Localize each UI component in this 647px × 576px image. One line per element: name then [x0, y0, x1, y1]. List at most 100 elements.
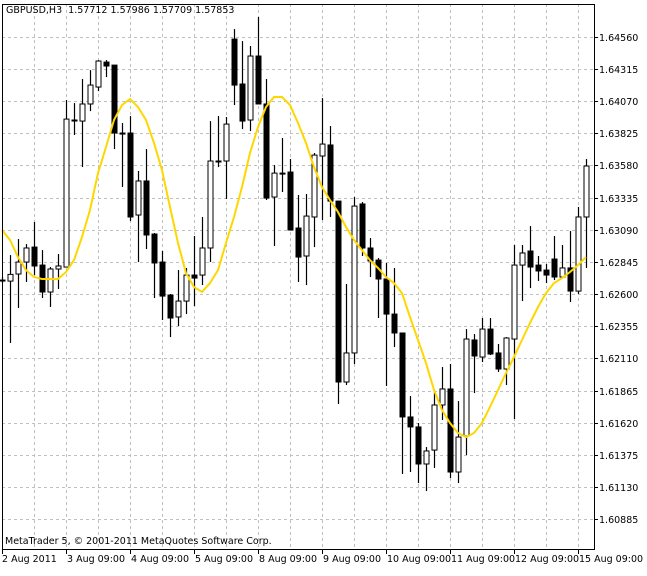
candle-body-bullish: [463, 338, 470, 437]
x-tick-label: 10 Aug 09:00: [387, 554, 451, 565]
candle: [503, 337, 510, 386]
candle: [359, 202, 366, 257]
candle-body-bearish: [279, 172, 286, 175]
candle: [47, 267, 54, 307]
x-tick-label: 2 Aug 2011: [2, 554, 57, 565]
candle-body-bearish: [127, 132, 134, 218]
y-tick-label: 1.62845: [599, 258, 638, 269]
candle: [383, 262, 390, 386]
candle: [551, 236, 558, 281]
candle: [135, 170, 142, 263]
candle-body-bearish: [119, 132, 126, 135]
candle-body-bearish: [567, 267, 574, 292]
y-tick-label: 1.64560: [599, 33, 638, 44]
candle: [583, 159, 590, 268]
candle: [431, 391, 438, 468]
candle-body-bearish: [255, 55, 262, 105]
y-tick-label: 1.61620: [599, 419, 638, 430]
candle: [495, 344, 502, 373]
candle-body-bullish: [55, 265, 62, 270]
candle-body-bullish: [223, 123, 230, 162]
candle-body-bearish: [383, 278, 390, 315]
candle: [119, 123, 126, 188]
candle-body-bullish: [575, 216, 582, 292]
candle: [79, 79, 86, 168]
candle-body-bearish: [231, 38, 238, 86]
candle-body-bullish: [511, 264, 518, 340]
copyright-text: MetaTrader 5, © 2001-2011 MetaQuotes Sof…: [5, 536, 272, 547]
candle: [263, 79, 270, 201]
candle: [127, 116, 134, 222]
candle: [199, 216, 206, 286]
candle-body-bullish: [351, 205, 358, 354]
candle-body-bearish: [31, 246, 38, 267]
candle-body-bearish: [143, 180, 150, 236]
header-high: 1.57986: [110, 5, 150, 16]
candle-body-bearish: [359, 203, 366, 249]
candle: [23, 244, 30, 283]
plot-frame: [2, 4, 595, 550]
candle: [343, 283, 350, 386]
candle-body-bearish: [71, 119, 78, 122]
header-close: 1.57853: [195, 5, 235, 16]
symbol-header: GBPUSD,H3 1.57712 1.57986 1.57709 1.5785…: [6, 5, 234, 16]
candle: [303, 193, 310, 286]
candle: [543, 264, 550, 284]
candle-body-bullish: [63, 118, 70, 268]
candle-body-bullish: [479, 328, 486, 358]
candle: [487, 318, 494, 356]
x-tick-label: 5 Aug 09:00: [195, 554, 253, 565]
y-tick-label: 1.62355: [599, 322, 638, 333]
x-tick-label: 12 Aug 09:00: [515, 554, 579, 565]
candle: [423, 447, 430, 492]
candle-body-bullish: [303, 215, 310, 257]
candle: [247, 46, 254, 132]
candle-body-bullish: [519, 252, 526, 266]
candle-body-bullish: [271, 172, 278, 198]
candle: [351, 197, 358, 365]
candle: [511, 244, 518, 420]
candle: [215, 116, 222, 168]
y-tick-label: 1.61865: [599, 387, 638, 398]
candle: [407, 396, 414, 473]
header-low: 1.57709: [152, 5, 193, 16]
candle: [527, 226, 534, 289]
candle: [279, 138, 286, 193]
candle: [295, 195, 302, 283]
y-tick-label: 1.61375: [599, 451, 638, 462]
candle-body-bullish: [439, 388, 446, 406]
candle-body-bearish: [159, 261, 166, 297]
candle-body-bearish: [551, 258, 558, 278]
candle-body-bullish: [343, 352, 350, 383]
candle-body-bearish: [239, 83, 246, 122]
y-tick-label: 1.64315: [599, 65, 638, 76]
candle-body-bearish: [487, 328, 494, 355]
candle-body-bearish: [535, 264, 542, 272]
candle: [7, 255, 14, 343]
y-tick-label: 1.63825: [599, 129, 638, 140]
candle-body-bullish: [431, 404, 438, 451]
candle-body-bullish: [87, 84, 94, 105]
candle-body-bearish: [327, 144, 334, 202]
candle: [535, 256, 542, 281]
candle: [87, 70, 94, 112]
candle-body-bearish: [335, 200, 342, 383]
y-tick-label: 1.62110: [599, 354, 638, 365]
candle: [271, 165, 278, 247]
y-tick-label: 1.62600: [599, 290, 638, 301]
candle: [151, 233, 158, 299]
candle: [15, 239, 22, 309]
candle-body-bearish: [447, 388, 454, 473]
candle-body-bearish: [191, 274, 198, 279]
candle-body-bearish: [215, 160, 222, 163]
candle-body-bearish: [167, 294, 174, 319]
candle: [447, 364, 454, 479]
candle: [287, 159, 294, 231]
candle-body-bearish: [495, 352, 502, 370]
candle-body-bearish: [399, 332, 406, 418]
candle: [103, 60, 110, 78]
candle: [159, 251, 166, 320]
y-tick-label: 1.61130: [599, 483, 638, 494]
